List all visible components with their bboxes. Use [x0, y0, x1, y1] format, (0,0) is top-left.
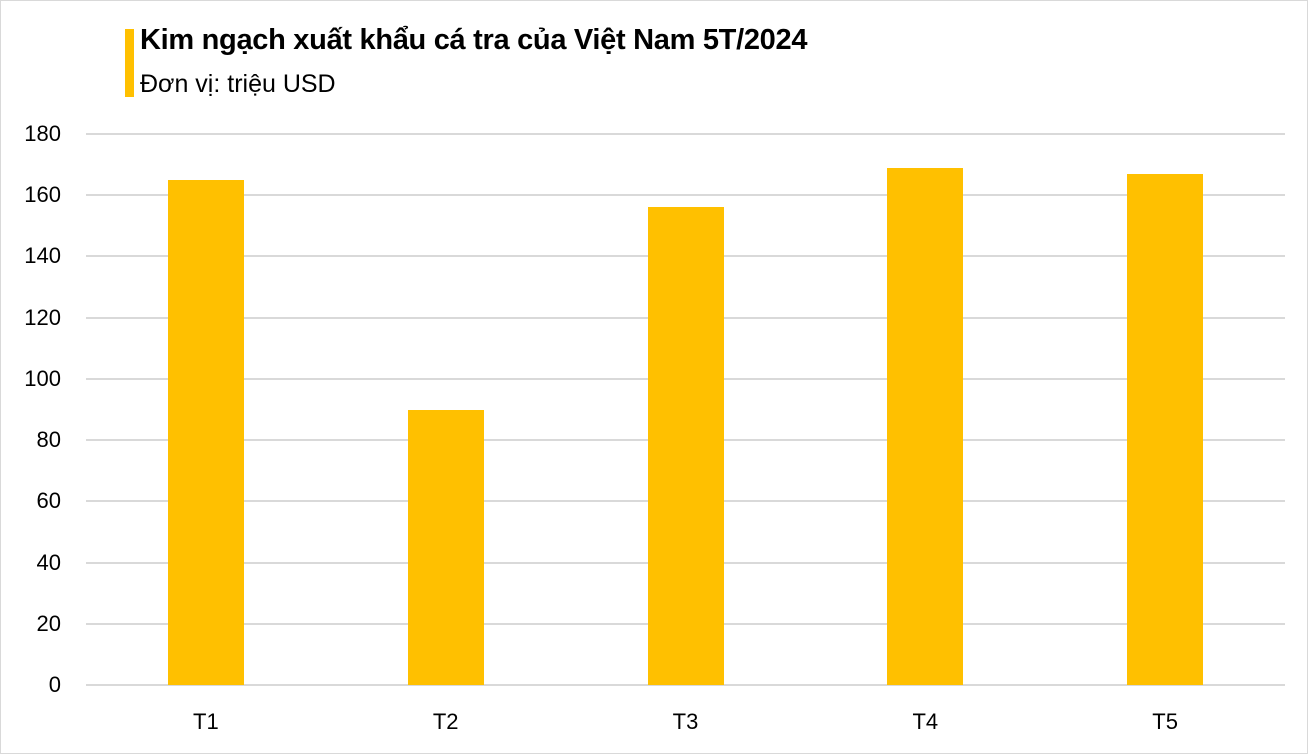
bar-t4 — [887, 167, 964, 685]
x-tick-label: T5 — [1152, 709, 1178, 734]
gridline — [86, 133, 1285, 135]
y-tick-label: 20 — [36, 610, 61, 636]
y-tick-label: 80 — [36, 427, 61, 453]
bar-t1 — [167, 179, 244, 685]
chart-title: Kim ngạch xuất khẩu cá tra của Việt Nam … — [140, 24, 808, 56]
gridline — [86, 194, 1285, 197]
y-tick-label: 140 — [24, 243, 61, 269]
y-tick-label: 160 — [24, 182, 61, 208]
x-tick-label: T1 — [193, 709, 219, 734]
y-tick-label: 40 — [36, 549, 61, 575]
y-tick-label: 100 — [24, 365, 61, 391]
bar-t2 — [407, 409, 484, 685]
y-tick-label: 60 — [36, 488, 61, 514]
x-tick-label: T3 — [672, 709, 699, 734]
y-tick-label: 0 — [48, 672, 61, 697]
title-accent-bar — [125, 29, 134, 97]
y-tick-label: 180 — [24, 121, 61, 146]
x-tick-label: T2 — [432, 709, 459, 734]
gridline — [86, 684, 1285, 686]
x-tick-label: T4 — [912, 709, 939, 734]
bar-t3 — [647, 207, 724, 685]
y-tick-label: 120 — [24, 304, 61, 330]
plot-area — [86, 133, 1285, 686]
chart-subtitle: Đơn vị: triệu USD — [140, 70, 336, 98]
bar-t5 — [1127, 173, 1204, 685]
